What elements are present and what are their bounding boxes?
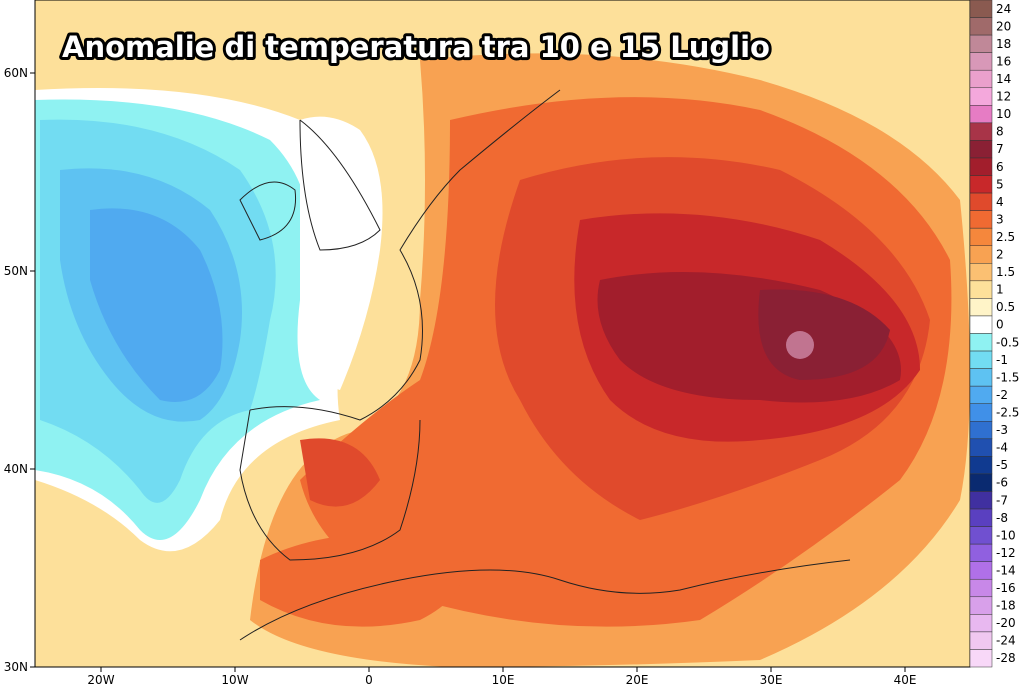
- colorbar-label: -6: [996, 476, 1008, 490]
- colorbar-label: -2: [996, 388, 1008, 402]
- colorbar-swatch: [969, 192, 993, 211]
- lon-label: 10E: [492, 673, 515, 687]
- colorbar-label: -24: [996, 634, 1016, 648]
- colorbar-swatch: [969, 34, 993, 53]
- colorbar-label: -5: [996, 458, 1008, 472]
- lon-label: 20W: [87, 673, 114, 687]
- lat-label: 30N: [4, 660, 28, 674]
- colorbar-swatch: [969, 0, 993, 18]
- colorbar-swatch: [969, 122, 993, 141]
- colorbar-label: 5: [996, 177, 1004, 191]
- colorbar-label: 0: [996, 318, 1004, 332]
- colorbar-label: -3: [996, 423, 1008, 437]
- colorbar-label: 2: [996, 248, 1004, 262]
- lon-label: 30E: [760, 673, 783, 687]
- colorbar-swatch: [969, 298, 993, 317]
- colorbar-swatch: [969, 491, 993, 510]
- colorbar-label: -10: [996, 528, 1016, 542]
- colorbar-swatch: [969, 17, 993, 36]
- colorbar-swatch: [969, 210, 993, 229]
- colorbar-swatch: [969, 315, 993, 334]
- colorbar-swatch: [969, 52, 993, 71]
- colorbar-label: -28: [996, 651, 1016, 665]
- colorbar-swatch: [969, 263, 993, 282]
- lat-label: 40N: [4, 462, 28, 476]
- colorbar-swatch: [969, 333, 993, 352]
- colorbar-swatch: [969, 614, 993, 633]
- colorbar-label: 14: [996, 72, 1011, 86]
- coastlines: [239, 89, 851, 641]
- colorbar-swatch: [969, 578, 993, 598]
- anomaly-field: [35, 0, 970, 667]
- colorbar-label: 1: [996, 283, 1004, 297]
- colorbar-label: 1.5: [996, 265, 1015, 279]
- colorbar-label: -20: [996, 616, 1016, 630]
- colorbar-label: -16: [996, 581, 1016, 595]
- lat-label: 50N: [4, 264, 28, 278]
- colorbar-label: -12: [996, 546, 1016, 560]
- colorbar-swatch: [969, 280, 993, 299]
- colorbar-swatch: [969, 543, 993, 562]
- colorbar-label: -4: [996, 441, 1008, 455]
- colorbar-label: -8: [996, 511, 1008, 525]
- colorbar: 24 20 18 16 14 12 10 8 7 6 5 4 3 2.5 2 1.5 1 0.5 0 -0.5 -1 -1…: [969, 0, 1019, 668]
- colorbar-swatch: [969, 421, 993, 440]
- colorbar-swatch: [969, 69, 993, 89]
- colorbar-swatch: [969, 456, 993, 475]
- colorbar-swatch: [969, 157, 993, 176]
- colorbar-label: -2.5: [996, 405, 1019, 419]
- colorbar-swatch: [969, 105, 993, 124]
- colorbar-label: 10: [996, 107, 1011, 121]
- colorbar-label: -1.5: [996, 370, 1019, 384]
- colorbar-label: 20: [996, 19, 1011, 33]
- colorbar-label: 8: [996, 125, 1004, 139]
- map-title: Anomalie di temperatura tra 10 e 15 Lugl…: [62, 30, 770, 64]
- lon-label: 0: [365, 673, 373, 687]
- colorbar-label: -14: [996, 563, 1016, 577]
- colorbar-swatch: [969, 245, 993, 264]
- colorbar-label: 3: [996, 212, 1004, 226]
- lon-label: 20E: [626, 673, 649, 687]
- colorbar-swatch: [969, 631, 993, 650]
- colorbar-label: 24: [996, 2, 1011, 16]
- colorbar-swatch: [969, 140, 993, 159]
- colorbar-label: 2.5: [996, 230, 1015, 244]
- colorbar-swatch: [969, 438, 993, 457]
- colorbar-label: -0.5: [996, 335, 1019, 349]
- colorbar-swatch: [969, 473, 993, 492]
- colorbar-label: 0.5: [996, 300, 1015, 314]
- colorbar-swatch: [969, 526, 993, 545]
- axis-labels: 60N 50N 40N 30N 20W 10W 0 10E 20E 30E 40E: [4, 66, 917, 687]
- colorbar-label: 6: [996, 160, 1004, 174]
- colorbar-swatch: [969, 561, 993, 580]
- colorbar-label: -7: [996, 493, 1008, 507]
- colorbar-swatch: [969, 596, 993, 615]
- lon-label: 10W: [221, 673, 248, 687]
- lon-label: 40E: [894, 673, 917, 687]
- colorbar-swatch: [969, 403, 993, 422]
- colorbar-label: 16: [996, 54, 1011, 68]
- colorbar-swatch: [969, 508, 993, 527]
- colorbar-swatch: [969, 87, 993, 106]
- colorbar-swatch: [969, 368, 993, 387]
- colorbar-swatch: [969, 175, 993, 194]
- colorbar-label: 18: [996, 37, 1011, 51]
- lat-label: 60N: [4, 66, 28, 80]
- colorbar-label: -18: [996, 599, 1016, 613]
- colorbar-label: -1: [996, 353, 1008, 367]
- colorbar-swatch: [969, 350, 993, 369]
- colorbar-swatch: [969, 649, 993, 668]
- colorbar-label: 12: [996, 90, 1011, 104]
- colorbar-label: 4: [996, 195, 1004, 209]
- colorbar-swatch: [969, 227, 993, 246]
- colorbar-label: 7: [996, 142, 1004, 156]
- colorbar-swatch: [969, 385, 993, 404]
